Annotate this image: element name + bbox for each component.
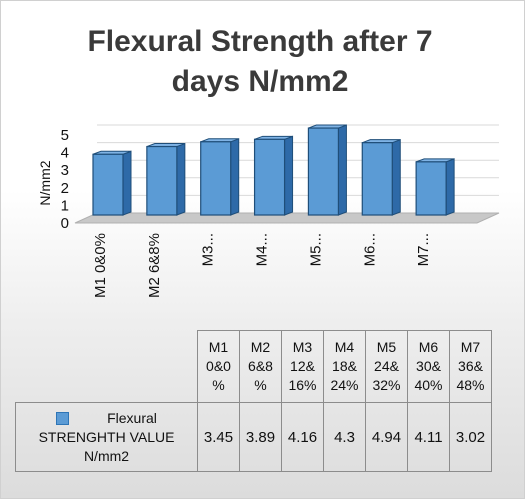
- y-tick-label: 3: [61, 162, 69, 179]
- x-category-label: M4...: [254, 233, 271, 266]
- data-table-corner: [15, 330, 198, 403]
- bar-side: [176, 142, 186, 216]
- series-label-cell: Flexural STRENGHTH VALUE N/mm2: [15, 402, 198, 472]
- y-tick-label: 0: [61, 215, 69, 232]
- bar: [253, 135, 294, 216]
- table-value-m7: 3.02: [449, 402, 492, 472]
- bar: [92, 150, 132, 216]
- x-category-label: M2 6&8%: [146, 233, 163, 298]
- bar-side: [284, 135, 294, 216]
- bar-side: [337, 124, 347, 216]
- table-value-m1: 3.45: [197, 402, 240, 472]
- y-tick-label: 2: [61, 180, 69, 197]
- table-header-m5: M5 24& 32%: [365, 330, 408, 403]
- table-value-m2: 3.89: [239, 402, 282, 472]
- table-header-m7: M7 36& 48%: [449, 330, 492, 403]
- bar: [307, 124, 347, 216]
- bar: [361, 138, 401, 216]
- x-category-label: M6...: [361, 233, 378, 266]
- bar-front: [92, 153, 124, 216]
- bar-front: [307, 127, 340, 216]
- plot-floor: [74, 212, 500, 224]
- x-category-label: M3...: [200, 233, 217, 266]
- bar: [146, 142, 186, 216]
- y-tick-label: 4: [61, 145, 69, 162]
- bar-side: [391, 138, 401, 216]
- series-name: Flexural STRENGHTH VALUE N/mm2: [38, 409, 175, 464]
- x-category-label: M5...: [307, 233, 324, 266]
- bar: [415, 158, 455, 216]
- table-value-m6: 4.11: [407, 402, 450, 472]
- bar-front: [253, 138, 286, 216]
- bar-front: [361, 142, 393, 216]
- bars: [92, 124, 455, 216]
- x-axis-categories: M1 0&0% M2 6&8% M3... M4... M5... M6... M7...: [92, 233, 432, 298]
- y-axis-label: N/mm2: [37, 160, 53, 205]
- bar-side: [445, 158, 455, 216]
- chart-title: Flexural Strength after 7 days N/mm2: [87, 25, 433, 98]
- legend-key: [56, 412, 70, 426]
- data-table: M1 0&0 % M2 6&8 % M3 12& 16% M4 18& 24% …: [15, 330, 492, 472]
- table-header-m2: M2 6&8 %: [239, 330, 282, 403]
- bar-side: [122, 150, 132, 216]
- bar: [200, 138, 240, 216]
- table-value-m3: 4.16: [281, 402, 324, 472]
- x-category-label: M7...: [415, 233, 432, 266]
- floor-plane: [74, 212, 500, 224]
- table-header-m1: M1 0&0 %: [197, 330, 240, 403]
- bar-front: [146, 145, 178, 216]
- y-tick-label: 1: [61, 197, 69, 214]
- table-header-m6: M6 30& 40%: [407, 330, 450, 403]
- bar-side: [230, 138, 240, 216]
- bar-front: [415, 161, 447, 216]
- y-tick-label: 5: [61, 127, 69, 144]
- table-value-m5: 4.94: [365, 402, 408, 472]
- x-category-label: M1 0&0%: [92, 233, 109, 298]
- table-value-m4: 4.3: [323, 402, 366, 472]
- bar-front: [200, 141, 232, 216]
- table-header-m4: M4 18& 24%: [323, 330, 366, 403]
- table-header-m3: M3 12& 16%: [281, 330, 324, 403]
